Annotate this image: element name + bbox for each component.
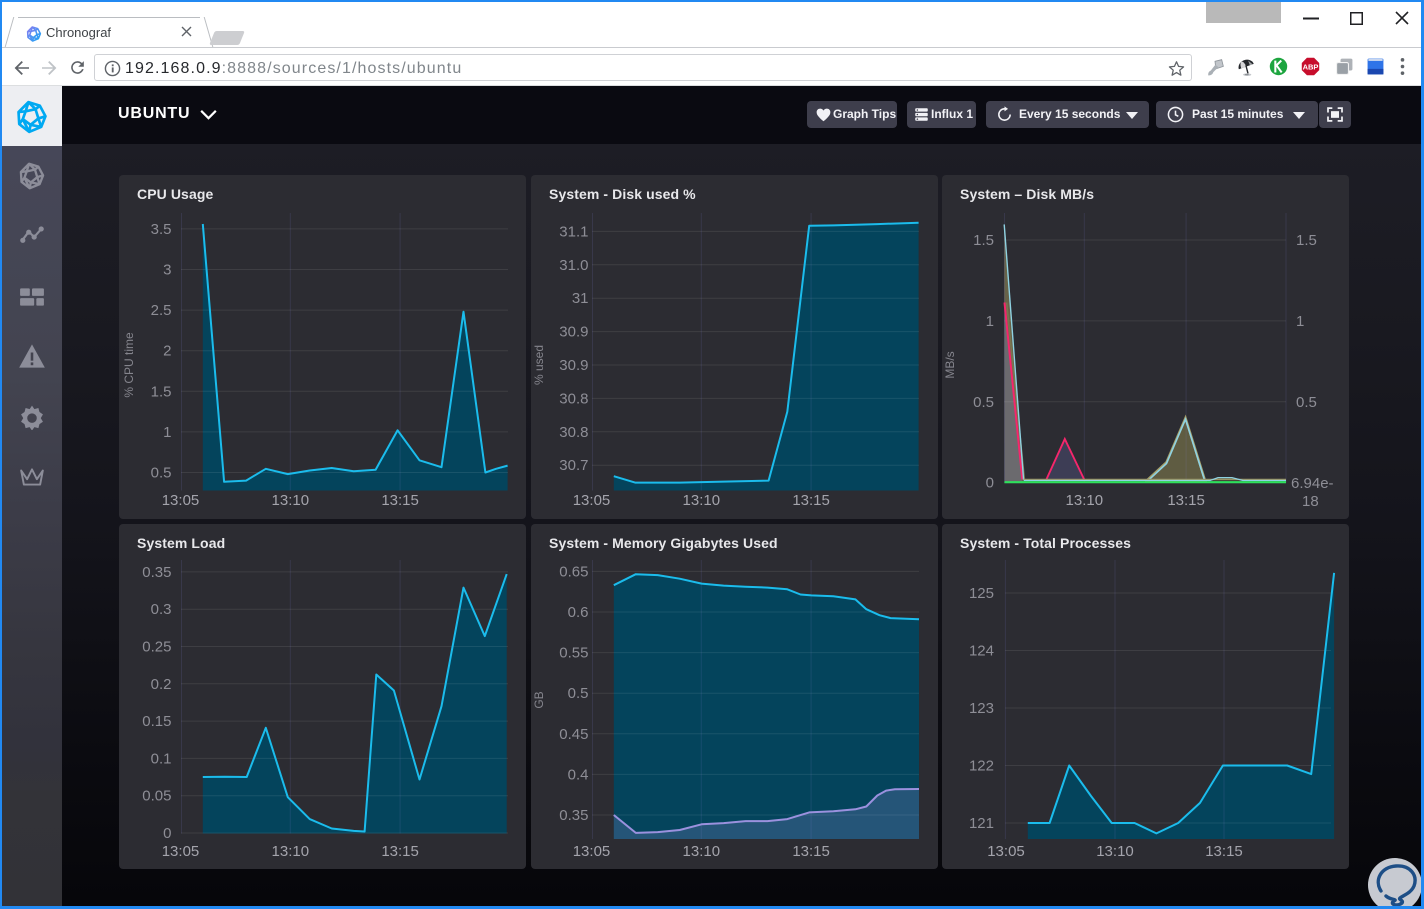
svg-text:31.1: 31.1 — [559, 223, 588, 240]
svg-text:1: 1 — [163, 424, 171, 441]
svg-text:0.15: 0.15 — [142, 713, 171, 730]
svg-text:1: 1 — [1296, 313, 1304, 330]
svg-text:0.5: 0.5 — [151, 465, 172, 482]
svg-text:30.8: 30.8 — [559, 424, 588, 441]
svg-text:13:15: 13:15 — [1167, 492, 1205, 509]
svg-text:18: 18 — [1302, 493, 1319, 510]
svg-text:13:15: 13:15 — [381, 492, 419, 509]
svg-text:13:10: 13:10 — [272, 492, 310, 509]
svg-text:123: 123 — [969, 700, 994, 717]
svg-text:0.4: 0.4 — [568, 766, 589, 783]
svg-text:13:05: 13:05 — [987, 843, 1025, 860]
svg-text:30.9: 30.9 — [559, 324, 588, 341]
svg-text:0.65: 0.65 — [559, 563, 588, 580]
svg-text:ABP: ABP — [1303, 63, 1319, 72]
svg-text:GB: GB — [532, 691, 546, 708]
svg-text:0.5: 0.5 — [973, 394, 994, 411]
svg-text:0.35: 0.35 — [559, 807, 588, 824]
svg-text:0.5: 0.5 — [1296, 394, 1317, 411]
svg-text:31.0: 31.0 — [559, 257, 588, 274]
svg-text:13:10: 13:10 — [683, 843, 721, 860]
svg-text:121: 121 — [969, 815, 994, 832]
svg-text:13:15: 13:15 — [381, 843, 419, 860]
svg-text:0: 0 — [986, 475, 994, 492]
svg-text:% CPU time: % CPU time — [122, 332, 136, 398]
svg-text:0.5: 0.5 — [568, 685, 589, 702]
svg-text:1: 1 — [986, 313, 994, 330]
svg-text:13:15: 13:15 — [1205, 843, 1243, 860]
svg-text:1.5: 1.5 — [151, 383, 172, 400]
svg-text:% used: % used — [532, 345, 546, 385]
svg-text:0: 0 — [163, 825, 171, 842]
svg-text:1.5: 1.5 — [973, 232, 994, 249]
svg-text:31: 31 — [572, 290, 589, 307]
svg-text:13:05: 13:05 — [573, 492, 611, 509]
svg-text:6.94e-: 6.94e- — [1291, 475, 1334, 492]
svg-text:13:10: 13:10 — [1096, 843, 1134, 860]
svg-text:1.5: 1.5 — [1296, 232, 1317, 249]
svg-text:13:05: 13:05 — [162, 843, 200, 860]
svg-text:0.05: 0.05 — [142, 788, 171, 805]
svg-text:3.5: 3.5 — [151, 221, 172, 238]
svg-text:0.55: 0.55 — [559, 645, 588, 662]
svg-text:3: 3 — [163, 262, 171, 279]
svg-text:0.1: 0.1 — [151, 750, 172, 767]
svg-text:13:15: 13:15 — [792, 492, 830, 509]
svg-text:0.3: 0.3 — [151, 601, 172, 618]
svg-text:2.5: 2.5 — [151, 302, 172, 319]
svg-text:13:15: 13:15 — [792, 843, 830, 860]
svg-text:13:05: 13:05 — [573, 843, 611, 860]
svg-text:0.35: 0.35 — [142, 564, 171, 581]
svg-text:30.8: 30.8 — [559, 390, 588, 407]
svg-text:13:10: 13:10 — [1066, 492, 1104, 509]
svg-text:13:05: 13:05 — [162, 492, 200, 509]
svg-text:0.6: 0.6 — [568, 604, 589, 621]
svg-text:0.25: 0.25 — [142, 639, 171, 656]
svg-text:124: 124 — [969, 643, 994, 660]
svg-text:122: 122 — [969, 758, 994, 775]
svg-text:13:10: 13:10 — [683, 492, 721, 509]
svg-text:MB/s: MB/s — [943, 351, 957, 378]
svg-text:125: 125 — [969, 585, 994, 602]
svg-text:13:10: 13:10 — [272, 843, 310, 860]
svg-text:30.7: 30.7 — [559, 457, 588, 474]
svg-text:0.45: 0.45 — [559, 726, 588, 743]
svg-text:2: 2 — [163, 343, 171, 360]
svg-text:0.2: 0.2 — [151, 676, 172, 693]
svg-text:30.9: 30.9 — [559, 357, 588, 374]
